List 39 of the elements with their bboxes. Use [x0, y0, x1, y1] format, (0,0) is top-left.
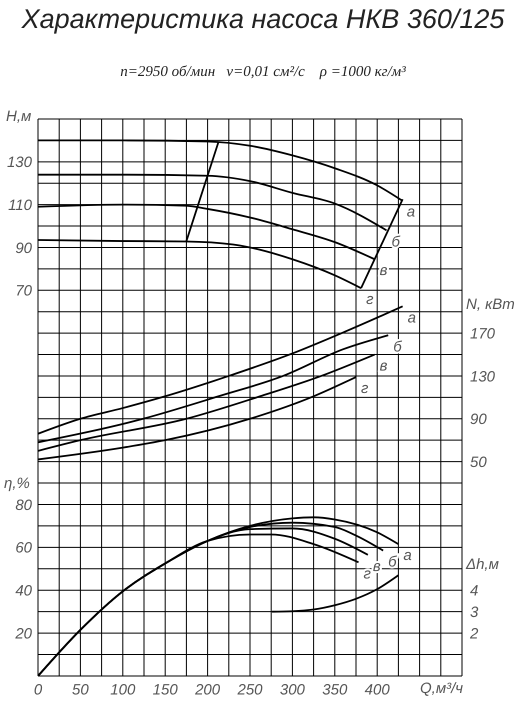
y-tick-label: 70 — [15, 282, 33, 300]
x-tick-label: 150 — [152, 682, 178, 699]
y2-tick-label: 3 — [470, 604, 479, 621]
y-tick-label: 110 — [8, 196, 33, 214]
y2-tick-label: 4 — [470, 582, 478, 600]
y-tick-label: 130 — [6, 154, 33, 172]
x-tick-label: 300 — [280, 682, 306, 699]
x-tick-label: 50 — [72, 682, 90, 699]
y2-axis-title: N, кВт — [466, 296, 515, 313]
x-tick-label: 100 — [110, 682, 136, 699]
series-label: б — [388, 554, 398, 571]
chart-subtitle: n=2950 об/мин ν=0,01 см²/с ρ =1000 кг/м³ — [120, 64, 406, 80]
y2-axis-title: Δh,м — [466, 556, 499, 573]
series-label: г — [364, 565, 372, 582]
y2-tick-label: 50 — [470, 454, 488, 471]
y-tick-label: 20 — [14, 625, 33, 642]
y-axis-title: η,% — [4, 475, 30, 492]
chart-title: Характеристика насоса НКВ 360/125 — [22, 4, 504, 34]
x-tick-label: 250 — [236, 682, 264, 699]
y2-tick-label: 2 — [469, 625, 479, 642]
y-tick-label: 40 — [15, 582, 33, 600]
y-tick-label: 80 — [15, 496, 33, 514]
y2-tick-label: 170 — [470, 325, 496, 342]
series-label: г — [361, 380, 369, 398]
x-tick-label: 0 — [34, 682, 43, 699]
y2-tick-label: 130 — [470, 368, 496, 386]
y-tick-label: 60 — [15, 540, 33, 557]
series-label: в — [380, 358, 388, 375]
y-tick-label: 90 — [15, 240, 33, 257]
series-label: а — [406, 203, 416, 220]
series-label: г — [366, 291, 374, 308]
x-tick-label: 350 — [322, 682, 348, 699]
series-label: а — [408, 309, 416, 326]
y2-tick-label: 90 — [470, 411, 488, 428]
y-axis-title: H,м — [6, 108, 32, 125]
x-axis-title: Q,м³/ч — [420, 680, 464, 697]
x-tick-label: 400 — [364, 682, 390, 699]
series-label: а — [403, 547, 412, 564]
x-tick-label: 200 — [194, 682, 221, 699]
